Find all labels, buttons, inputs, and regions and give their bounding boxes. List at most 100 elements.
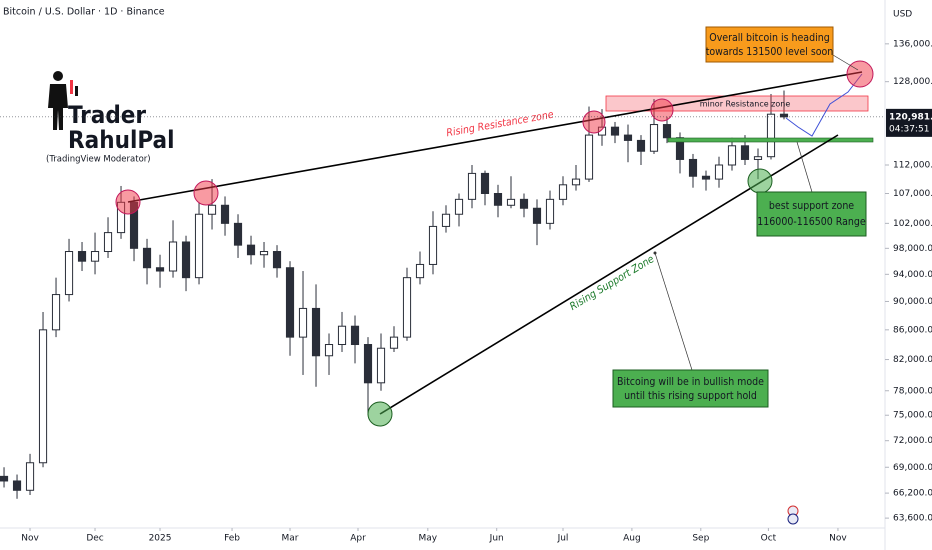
candle-body <box>506 198 516 206</box>
callout-box <box>612 369 769 408</box>
logo: Trader RahulPal (TradingView Moderator) <box>46 71 174 165</box>
y-tick-label: 102,000.00 <box>893 219 932 229</box>
touch-circle <box>367 401 393 427</box>
callout-text: best support zone <box>769 200 854 212</box>
x-tick-label: Jun <box>489 534 504 544</box>
zone-label: minor Resistance zone <box>700 100 791 109</box>
support-points <box>367 168 773 427</box>
candle-body <box>25 462 35 491</box>
logo-text: RahulPal <box>68 126 174 154</box>
x-tick-label: Aug <box>623 534 641 544</box>
candle-body <box>298 307 308 338</box>
x-tick-label: Sep <box>692 534 709 544</box>
candle-body <box>77 251 87 262</box>
touch-circle <box>846 60 874 88</box>
candle-body <box>103 232 113 253</box>
x-tick-label: Oct <box>761 534 777 544</box>
touch-circle <box>582 110 606 134</box>
candle-body <box>493 192 503 206</box>
last-price-label: 120,981.80 <box>889 112 932 122</box>
candle-body <box>259 251 269 256</box>
candle-body <box>51 294 61 331</box>
candle-body <box>519 198 529 209</box>
candle-body <box>246 244 256 256</box>
candle-body <box>610 126 620 136</box>
callout-text: until this rising support hold <box>624 390 757 402</box>
logo-subtitle: (TradingView Moderator) <box>46 155 151 165</box>
x-tick-label: Nov <box>21 534 39 544</box>
projection <box>785 73 863 137</box>
chart-title: Bitcoin / U.S. Dollar · 1D · Binance <box>3 7 165 18</box>
candle-body <box>623 134 633 141</box>
x-tick-label: May <box>419 534 438 544</box>
candle-body <box>363 344 373 384</box>
candle-body <box>285 267 295 338</box>
x-tick-label: Feb <box>224 534 240 544</box>
logo-text: Trader <box>68 101 146 129</box>
candle-body <box>12 480 22 491</box>
last-price-tag <box>886 108 932 137</box>
y-tick-label: 86,000.00 <box>893 325 932 335</box>
y-tick-label: 94,000.00 <box>893 270 932 280</box>
candle-body <box>779 113 789 118</box>
candle-body <box>441 213 451 227</box>
callout-pointer <box>654 252 693 371</box>
y-tick-label: 128,000.00 <box>893 77 932 87</box>
candle-body <box>662 124 672 139</box>
candle-body <box>480 172 490 194</box>
candle-body <box>727 145 737 166</box>
candle-body <box>714 164 724 180</box>
candle-body <box>38 329 48 464</box>
candle-body <box>532 207 542 224</box>
candle-body <box>571 178 581 186</box>
candle-body <box>194 213 204 279</box>
y-tick-label: 66,200.00 <box>893 489 932 499</box>
candle-body <box>233 222 243 246</box>
event-icons <box>787 505 799 525</box>
callout-pointer <box>832 54 859 71</box>
touch-circle <box>115 189 141 215</box>
x-tick-label: Mar <box>282 534 299 544</box>
candle-body <box>649 124 659 152</box>
resistance-line <box>127 71 863 203</box>
x-tick-label: 2025 <box>149 534 172 544</box>
callout-text: towards 131500 level soon <box>706 46 834 58</box>
candle-body <box>584 134 594 180</box>
candle-body <box>467 172 477 200</box>
candle-body <box>454 198 464 215</box>
touch-circle <box>747 168 773 194</box>
candle-body <box>311 307 321 357</box>
candle-body <box>753 156 763 160</box>
resistance-label: Rising Resistance zone <box>445 109 554 140</box>
candle-body <box>428 225 438 265</box>
y-tick-label: 82,000.00 <box>893 355 932 365</box>
candle-body <box>64 251 74 296</box>
y-tick-label: 75,000.00 <box>893 411 932 421</box>
y-tick-label: 90,000.00 <box>893 297 932 307</box>
candle-body <box>402 277 412 338</box>
candle-body <box>168 241 178 272</box>
candle-body <box>376 347 386 384</box>
support-zone <box>667 137 874 143</box>
y-tick-label: 72,000.00 <box>893 436 932 446</box>
candle-body <box>740 145 750 160</box>
y-tick-label: 136,000.00 <box>893 39 932 49</box>
candle-body <box>337 325 347 346</box>
candle-body <box>688 158 698 177</box>
candle-body <box>558 184 568 200</box>
candle-body <box>0 475 9 482</box>
countdown: 04:37:51 <box>889 124 929 134</box>
candle-body <box>272 251 282 269</box>
callout-box <box>756 191 867 237</box>
callout-box <box>705 26 834 63</box>
candle-body <box>415 263 425 279</box>
candle-body <box>155 267 165 272</box>
candle-body <box>701 175 711 180</box>
x-tick-label: Dec <box>86 534 103 544</box>
candle-body <box>324 344 334 357</box>
candle-body <box>181 241 191 279</box>
x-tick-label: Apr <box>350 534 366 544</box>
candle-body <box>766 113 776 158</box>
candle-body <box>545 198 555 224</box>
